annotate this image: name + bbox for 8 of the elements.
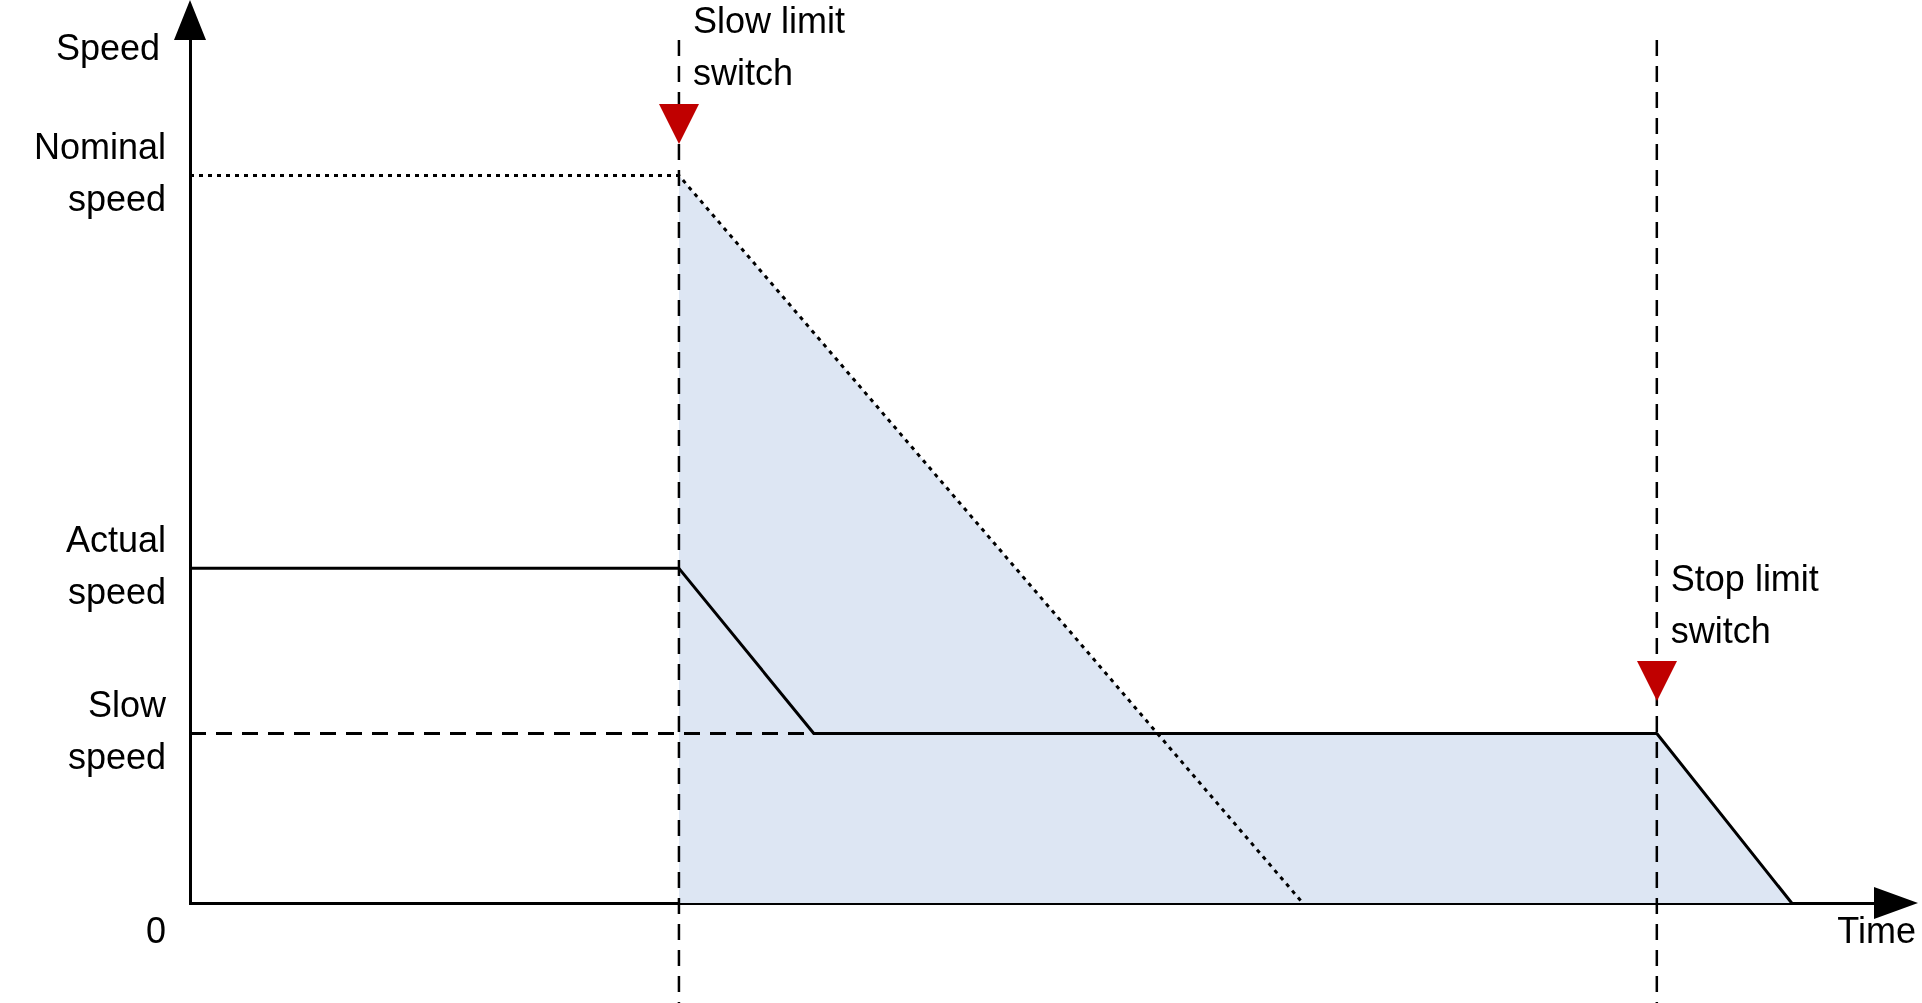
- text: Slow limit switch: [692, 0, 845, 94]
- text: Slow speed: [67, 684, 167, 778]
- y-axis-title: Speed: [55, 26, 160, 68]
- annotation: Stop limit switch: [1670, 558, 1819, 652]
- x-axis-title: Time: [1837, 909, 1916, 951]
- text: Nominal speed: [33, 126, 166, 220]
- text: 0: [145, 909, 166, 951]
- text: Actual speed: [65, 519, 166, 613]
